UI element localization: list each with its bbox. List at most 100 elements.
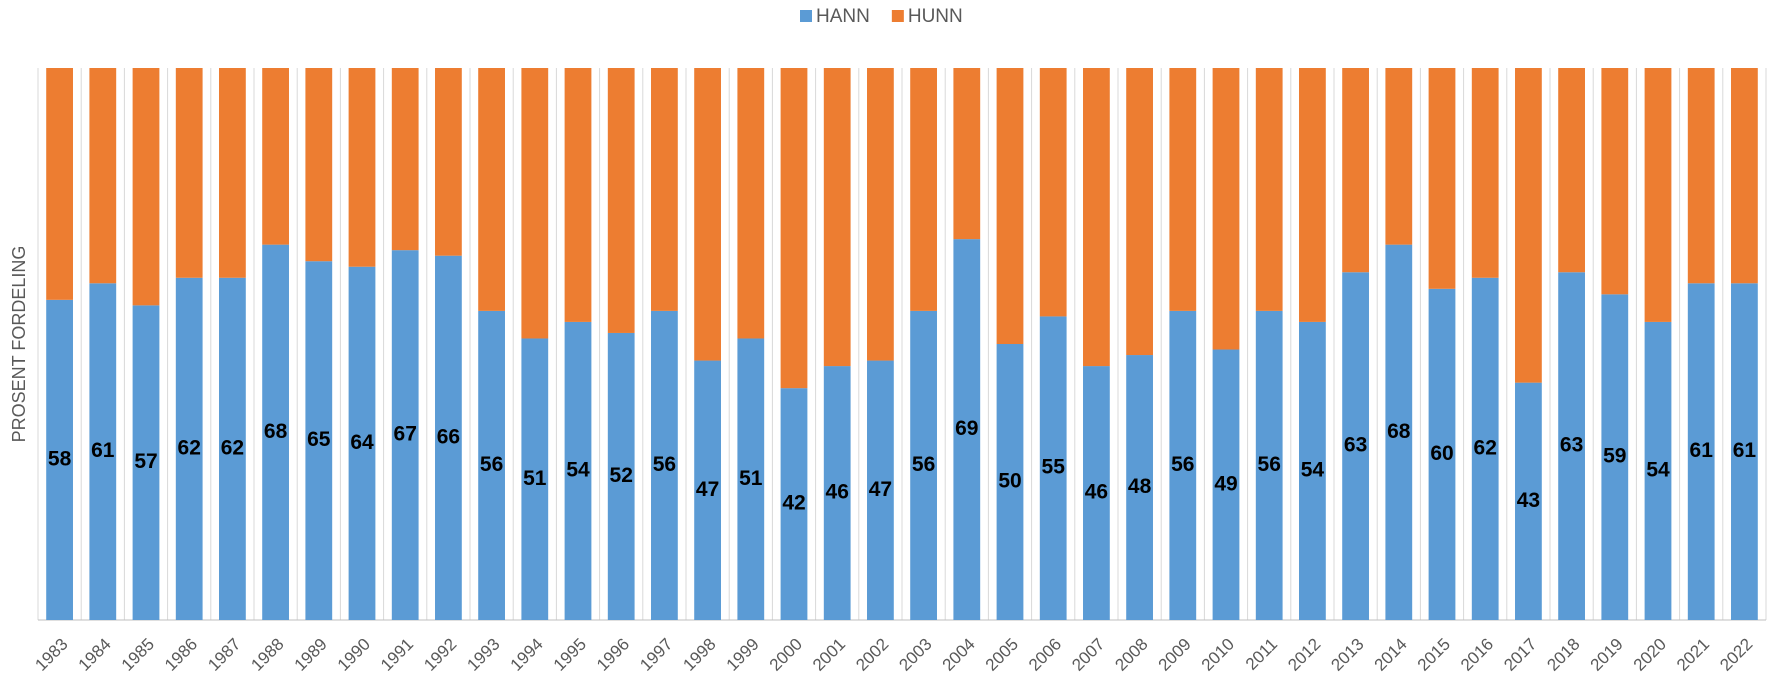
x-tick-label: 1999: [723, 635, 763, 675]
bar-segment: [823, 366, 851, 620]
data-label: 62: [221, 436, 244, 459]
data-label: 67: [394, 423, 417, 446]
bar-segment: [1601, 68, 1629, 295]
legend-swatch: [891, 10, 904, 22]
x-tick-label: 1997: [636, 635, 676, 675]
bar-segment: [262, 244, 289, 620]
data-label: 49: [1214, 472, 1237, 495]
bar-segment: [1212, 349, 1240, 620]
bar-segment: [867, 68, 894, 361]
data-label: 56: [480, 453, 503, 476]
bar-segment: [391, 68, 419, 251]
bar-segment: [219, 68, 246, 278]
bar-segment: [780, 388, 808, 620]
x-tick-label: 1988: [247, 635, 287, 675]
data-label: 61: [91, 439, 115, 462]
data-label: 61: [1690, 439, 1714, 462]
bar-segment: [910, 310, 937, 620]
bar-segment: [132, 305, 160, 620]
data-label: 62: [178, 436, 201, 459]
bar-segment: [1558, 272, 1585, 620]
bar-segment: [867, 360, 894, 620]
x-tick-label: 2001: [809, 635, 849, 675]
bar-segment: [1515, 382, 1542, 620]
data-label: 42: [782, 492, 805, 515]
bar-segment: [1083, 68, 1110, 367]
data-label: 56: [1258, 453, 1281, 476]
bar-segment: [1342, 68, 1369, 273]
data-label: 43: [1517, 489, 1540, 512]
bar-segment: [1644, 321, 1672, 620]
x-tick-label: 2021: [1673, 635, 1713, 675]
bar-segment: [694, 68, 721, 361]
x-tick-label: 2000: [766, 635, 806, 675]
bar-segment: [1385, 244, 1413, 620]
bar-segment: [1601, 294, 1629, 620]
data-label: 56: [653, 453, 676, 476]
bar-segment: [1558, 68, 1585, 273]
bar-segment: [521, 68, 549, 339]
bar-segment: [478, 310, 505, 620]
x-tick-label: 2020: [1630, 635, 1670, 675]
bar-segment: [910, 68, 937, 311]
bar-segment: [521, 338, 549, 620]
bar-segment: [996, 68, 1024, 344]
bar-segment: [1687, 68, 1715, 284]
bar-segment: [262, 68, 289, 245]
bar-segment: [89, 283, 117, 620]
x-tick-label: 2007: [1068, 635, 1108, 675]
x-tick-label: 2015: [1414, 635, 1454, 675]
bar-segment: [1428, 288, 1456, 620]
bar-segment: [132, 68, 160, 306]
data-label: 62: [1474, 436, 1497, 459]
data-label: 46: [826, 481, 849, 504]
bar-segment: [953, 68, 981, 240]
bar-segment: [1039, 68, 1067, 317]
x-tick-label: 2012: [1284, 635, 1324, 675]
bar-segment: [1299, 68, 1326, 322]
x-tick-label: 2018: [1543, 635, 1583, 675]
bar-segment: [1687, 283, 1715, 620]
bar-segment: [175, 68, 203, 278]
bar-segment: [1428, 68, 1456, 289]
x-tick-label: 2010: [1198, 635, 1238, 675]
data-label: 68: [264, 420, 288, 443]
bar-segment: [391, 250, 419, 620]
data-label: 66: [437, 425, 460, 448]
bar-segment: [1083, 366, 1110, 620]
bar-segment: [1385, 68, 1413, 245]
x-tick-label: 2022: [1716, 635, 1756, 675]
bar-segment: [305, 261, 333, 620]
data-label: 63: [1560, 434, 1583, 457]
bar-segment: [175, 277, 203, 620]
x-tick-label: 1983: [31, 635, 71, 675]
x-tick-label: 2013: [1327, 635, 1367, 675]
bar-segment: [1515, 68, 1542, 383]
bar-segment: [435, 68, 462, 256]
bar-segment: [46, 68, 73, 300]
x-tick-label: 1987: [204, 635, 244, 675]
data-label: 47: [869, 478, 892, 501]
data-label: 51: [523, 467, 547, 490]
bar-segment: [953, 239, 981, 620]
x-tick-label: 2002: [852, 635, 892, 675]
data-label: 51: [739, 467, 763, 490]
bar-segment: [1126, 355, 1153, 620]
bar-segment: [219, 277, 246, 620]
bar-segment: [1731, 283, 1758, 620]
x-tick-label: 2006: [1025, 635, 1065, 675]
bar-segment: [435, 255, 462, 620]
data-label: 58: [48, 447, 72, 470]
x-tick-label: 1995: [550, 635, 590, 675]
x-tick-label: 1993: [463, 635, 503, 675]
bar-segment: [780, 68, 808, 389]
data-label: 54: [1301, 459, 1325, 482]
data-label: 56: [912, 453, 935, 476]
data-label: 63: [1344, 434, 1367, 457]
data-label: 57: [134, 450, 157, 473]
data-label: 65: [307, 428, 331, 451]
bar-segment: [564, 321, 592, 620]
data-label: 48: [1128, 475, 1152, 498]
bar-segment: [1212, 68, 1240, 350]
